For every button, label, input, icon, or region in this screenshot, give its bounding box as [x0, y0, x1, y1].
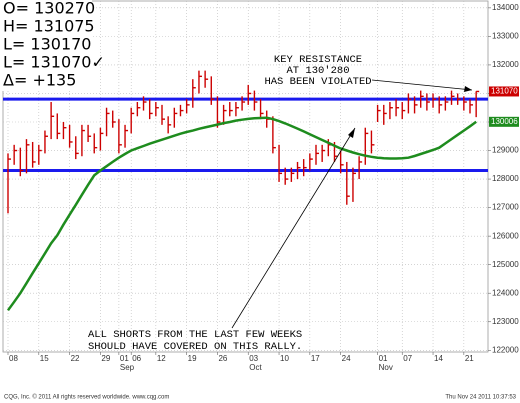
y-tick-label: 133000 — [492, 31, 519, 40]
y-tick-label: 128000 — [492, 174, 519, 183]
x-tick-label: 08 — [9, 354, 18, 363]
last-price-tag: 131070 — [491, 87, 518, 96]
x-tick-label: 12 — [157, 354, 166, 363]
x-tick-label: 01 — [120, 354, 129, 363]
info-line: L= 131070✓ — [3, 53, 105, 72]
y-tick-label: 123000 — [492, 317, 519, 326]
annotation-arrow — [231, 127, 356, 329]
y-tick-label: 132000 — [492, 60, 519, 69]
x-tick-label: 10 — [280, 354, 289, 363]
x-tick-label: 07 — [403, 354, 412, 363]
x-tick-label: 26 — [218, 354, 227, 363]
month-label: Nov — [379, 363, 393, 372]
info-box — [0, 0, 92, 91]
y-tick-label: 124000 — [492, 288, 519, 297]
arrow-head — [348, 128, 355, 138]
y-tick-label: 134000 — [492, 3, 519, 12]
annotation-text: SHOULD HAVE COVERED ON THIS RALLY. — [88, 341, 302, 353]
annotation-arrow — [371, 79, 473, 91]
annotation-text: ALL SHORTS FROM THE LAST FEW WEEKS — [88, 329, 302, 341]
y-tick-label: 126000 — [492, 231, 519, 240]
annotation-text: KEY RESISTANCE — [274, 54, 362, 66]
ma-tag: 130006 — [491, 117, 518, 126]
x-tick-label: 06 — [132, 354, 141, 363]
info-line: H= 131075 — [3, 17, 95, 36]
x-tick-label: 17 — [311, 354, 320, 363]
x-tick-label: 14 — [434, 354, 443, 363]
footer-left: CQG, Inc. © 2011 All rights reserved wor… — [4, 394, 169, 401]
x-tick-label: 03 — [249, 354, 258, 363]
plot-frame — [2, 0, 489, 353]
moving-average — [6, 116, 477, 312]
month-label: Oct — [249, 363, 262, 372]
x-tick-label: 01 — [379, 354, 388, 363]
y-tick-label: 127000 — [492, 203, 519, 212]
info-line: L= 130170 — [3, 35, 91, 54]
y-tick-label: 129000 — [492, 146, 519, 155]
annotation-text: AT 130'280 — [286, 65, 349, 77]
footer-right: Thu Nov 24 2011 10:37:53 — [445, 395, 516, 401]
x-tick-label: 15 — [40, 354, 49, 363]
y-tick-label: 122000 — [492, 345, 519, 354]
x-tick-label: 24 — [342, 354, 351, 363]
ma-tag-box — [489, 116, 519, 127]
x-tick-label: 19 — [188, 354, 197, 363]
info-line: Δ= +135 — [3, 71, 76, 90]
month-label: Sep — [120, 363, 135, 372]
arrow-head — [464, 86, 472, 92]
x-tick-label: 22 — [71, 354, 80, 363]
annotation-text: HAS BEEN VIOLATED — [264, 76, 371, 88]
y-tick-label: 125000 — [492, 260, 519, 269]
info-line: O= 130270 — [3, 0, 95, 18]
last-price-tag-box — [489, 86, 519, 97]
x-tick-label: 29 — [101, 354, 110, 363]
x-tick-label: 21 — [465, 354, 474, 363]
